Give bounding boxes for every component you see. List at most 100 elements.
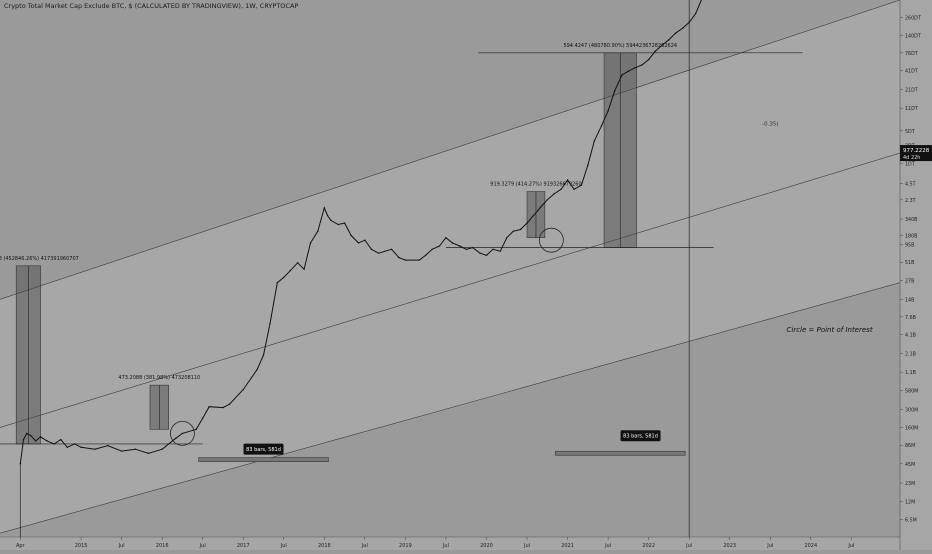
price-point xyxy=(621,74,623,76)
price-point xyxy=(53,443,56,445)
price-point xyxy=(66,446,68,449)
channel-lower-line xyxy=(0,282,901,534)
x-tick-label: 2019 xyxy=(399,543,412,549)
price-point xyxy=(370,248,373,251)
x-tick-label: 2015 xyxy=(75,543,88,549)
price-point xyxy=(134,448,137,450)
price-point xyxy=(296,262,299,264)
y-tick-label: 4.5T xyxy=(905,181,916,187)
price-point xyxy=(587,164,589,167)
price-point xyxy=(30,434,32,437)
x-tick-label: Jul xyxy=(118,543,125,549)
price-point xyxy=(499,250,501,252)
price-point xyxy=(326,214,329,217)
price-point xyxy=(431,248,433,251)
bars-label-box xyxy=(620,430,661,442)
price-point xyxy=(654,50,656,53)
price-point xyxy=(350,234,352,237)
price-point xyxy=(674,32,677,35)
price-point xyxy=(553,193,555,195)
x-tick-label: Jul xyxy=(523,543,530,549)
price-point xyxy=(357,242,360,244)
price-point xyxy=(546,199,548,201)
price-point xyxy=(506,237,508,239)
price-label-value: 977.2228 xyxy=(903,148,930,154)
x-tick-label: 2018 xyxy=(318,543,331,549)
y-tick-label: 51B xyxy=(905,260,914,266)
price-point xyxy=(208,405,210,408)
channel-band xyxy=(0,0,900,534)
price-point xyxy=(34,440,37,442)
x-tick-label: Jul xyxy=(199,543,206,549)
x-tick-label: Jul xyxy=(604,543,611,549)
point-of-interest-circle xyxy=(170,420,195,446)
price-point xyxy=(580,184,583,186)
y-tick-label: 12M xyxy=(905,500,915,506)
annotation-text: Circle = Point of Interest xyxy=(786,326,872,334)
price-point xyxy=(26,432,28,435)
y-tick-label: 5DT xyxy=(905,129,915,135)
price-point xyxy=(485,254,488,256)
price-axis-strip xyxy=(900,0,932,550)
price-point xyxy=(607,110,609,112)
price-point xyxy=(641,64,643,66)
price-point xyxy=(661,44,664,46)
y-tick-label: 580M xyxy=(905,389,918,395)
price-point xyxy=(73,443,76,445)
price-point xyxy=(94,448,96,450)
y-tick-label: 27B xyxy=(905,278,914,284)
x-tick-label: 2023 xyxy=(723,543,736,549)
price-point xyxy=(195,428,197,430)
price-point xyxy=(682,27,684,29)
x-tick-label: 2021 xyxy=(561,543,574,549)
bars-label: 83 bars, 581d xyxy=(623,434,658,440)
y-tick-label: 2.3T xyxy=(905,198,916,204)
price-point xyxy=(593,140,596,142)
y-tick-label: 1.1B xyxy=(905,370,916,376)
price-point xyxy=(147,452,150,454)
price-point xyxy=(60,438,62,441)
price-point xyxy=(445,237,447,239)
bars-label: 83 bars, 581d xyxy=(246,447,281,453)
y-tick-label: 21DT xyxy=(905,88,918,94)
chart-title: Crypto Total Market Cap Exclude BTC, $ (… xyxy=(4,2,299,10)
price-point xyxy=(384,250,386,252)
price-point xyxy=(323,207,326,209)
price-point xyxy=(424,254,427,256)
price-point xyxy=(540,206,542,208)
y-tick-label: 41DT xyxy=(905,69,918,75)
price-point xyxy=(303,268,305,270)
y-tick-label: 180B xyxy=(905,233,917,239)
x-tick-label: Jul xyxy=(685,543,692,549)
price-point xyxy=(222,406,224,409)
price-point xyxy=(19,463,21,465)
x-tick-label: 2017 xyxy=(237,543,250,549)
price-point xyxy=(39,436,42,438)
price-point xyxy=(512,230,514,233)
price-point xyxy=(337,223,339,226)
price-point xyxy=(688,21,690,24)
price-point xyxy=(668,39,670,41)
price-point xyxy=(80,446,82,449)
price-point xyxy=(289,269,291,272)
y-tick-label: 86M xyxy=(905,443,915,449)
price-point xyxy=(202,417,204,420)
price-point xyxy=(343,222,346,224)
measure-label: 594.4247 (480780.90%) 5944236728262624 xyxy=(563,43,677,49)
price-point xyxy=(634,67,636,69)
price-point xyxy=(566,179,569,181)
price-point xyxy=(404,259,407,261)
channel-label: -0.35( xyxy=(762,122,778,128)
price-point xyxy=(161,448,163,450)
price-point xyxy=(647,58,650,61)
price-point xyxy=(390,248,393,251)
x-tick-label: 2024 xyxy=(804,543,817,549)
price-point xyxy=(573,188,575,190)
price-point xyxy=(438,245,441,247)
y-tick-label: 7.6B xyxy=(905,315,916,321)
price-point xyxy=(560,188,562,190)
price-point xyxy=(479,252,481,254)
x-tick-label: Apr xyxy=(16,543,26,549)
